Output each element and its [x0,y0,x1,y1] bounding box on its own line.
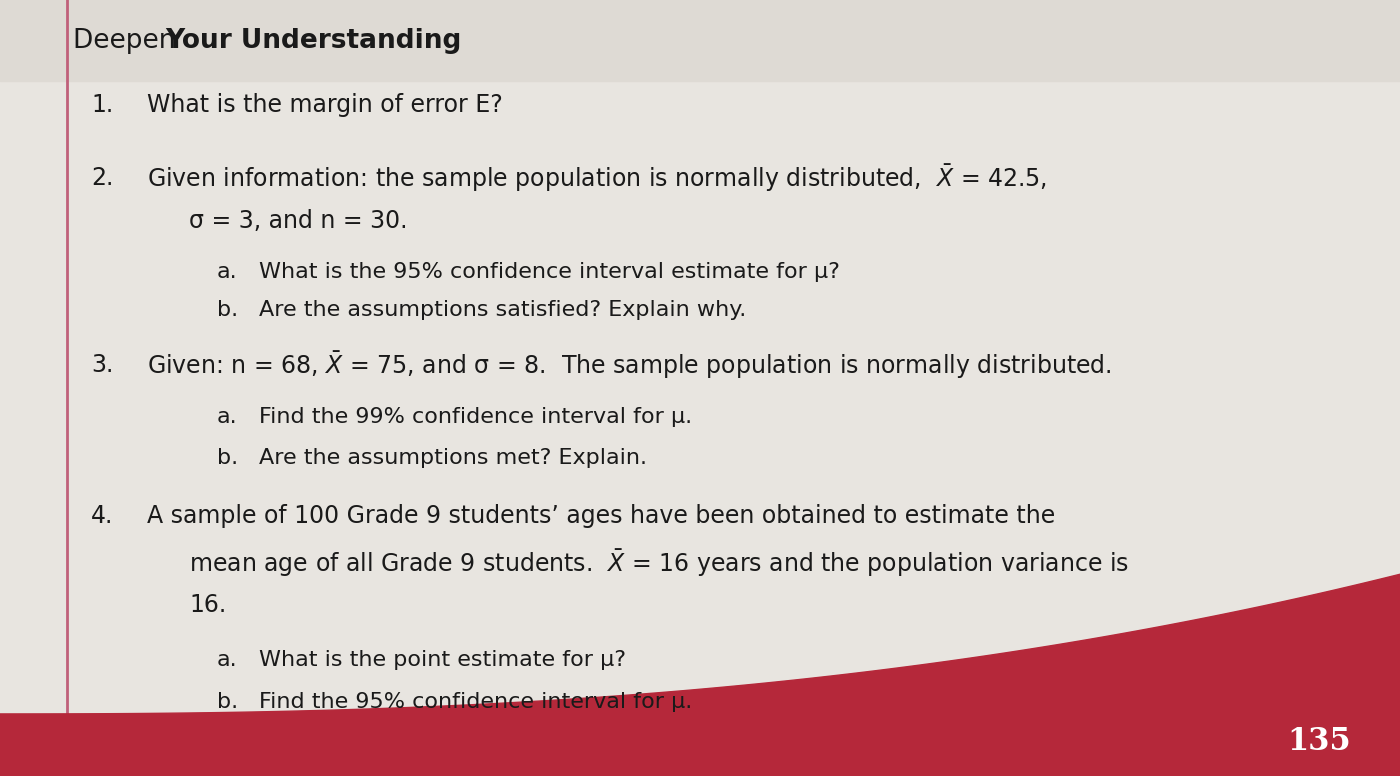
Text: b.: b. [217,692,238,712]
Text: 16.: 16. [189,594,227,617]
Text: a.: a. [217,407,238,427]
Text: a.: a. [217,650,238,670]
Text: Find the 99% confidence interval for μ.: Find the 99% confidence interval for μ. [259,407,692,427]
Text: Find the 95% confidence interval for μ.: Find the 95% confidence interval for μ. [259,692,692,712]
Bar [0,0,1400,81]
Text: 135: 135 [1288,726,1351,757]
Text: Your Understanding: Your Understanding [165,28,462,54]
Text: Given information: the sample population is normally distributed,  $\bar{X}$ = 4: Given information: the sample population… [147,162,1047,195]
Text: Are the assumptions satisfied? Explain why.: Are the assumptions satisfied? Explain w… [259,300,746,320]
Text: What is the 95% confidence interval estimate for μ?: What is the 95% confidence interval esti… [259,262,840,282]
Text: 2.: 2. [91,167,113,190]
Text: 3.: 3. [91,353,113,376]
Text: mean age of all Grade 9 students.  $\bar{X}$ = 16 years and the population varia: mean age of all Grade 9 students. $\bar{… [189,546,1130,579]
Text: Deepen: Deepen [73,28,183,54]
Text: b.: b. [217,300,238,320]
Text: Are the assumptions met? Explain.: Are the assumptions met? Explain. [259,448,647,468]
Text: 4.: 4. [91,504,113,528]
Text: What is the point estimate for μ?: What is the point estimate for μ? [259,650,626,670]
Polygon shape [0,574,1400,776]
Text: Given: n = 68, $\bar{X}$ = 75, and σ = 8.  The sample population is normally dis: Given: n = 68, $\bar{X}$ = 75, and σ = 8… [147,348,1112,381]
Text: A sample of 100 Grade 9 students’ ages have been obtained to estimate the: A sample of 100 Grade 9 students’ ages h… [147,504,1056,528]
Text: What is the margin of error E?: What is the margin of error E? [147,93,503,116]
Text: 1.: 1. [91,93,113,116]
Text: a.: a. [217,262,238,282]
Text: b.: b. [217,448,238,468]
Text: σ = 3, and n = 30.: σ = 3, and n = 30. [189,210,407,233]
